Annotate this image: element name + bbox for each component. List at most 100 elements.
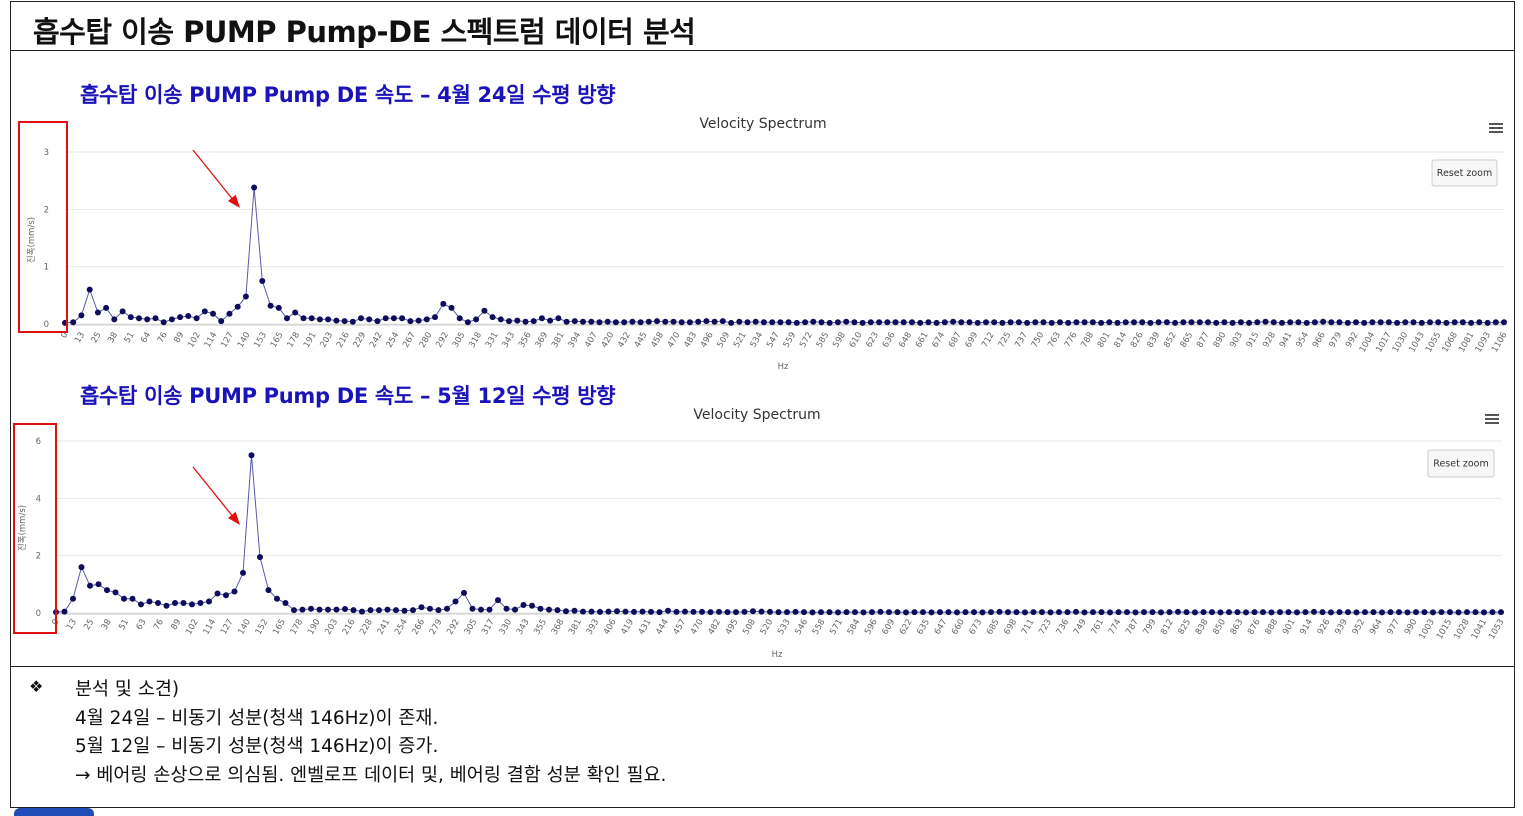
data-point (1370, 609, 1377, 616)
x-tick-label: 723 (1037, 618, 1054, 637)
data-point (1472, 609, 1479, 616)
reset-zoom-label: Reset zoom (1433, 459, 1488, 470)
data-point (1270, 319, 1277, 326)
data-point (1237, 319, 1244, 326)
data-point (801, 609, 807, 616)
data-point (506, 318, 512, 325)
data-point (665, 607, 671, 614)
data-point (1369, 319, 1376, 326)
data-point (427, 605, 433, 612)
data-point (70, 595, 76, 602)
data-point (1030, 609, 1037, 616)
x-tick-label: 369 (533, 331, 550, 350)
data-point (1361, 319, 1368, 326)
data-point (999, 319, 1006, 326)
x-tick-label: 165 (269, 331, 286, 350)
data-point (401, 607, 408, 614)
peak-arrow-line (192, 149, 235, 202)
data-point (733, 609, 739, 616)
data-point (580, 608, 586, 615)
x-tick-label: 1106 (1490, 331, 1509, 355)
data-point (869, 609, 875, 616)
data-point (1468, 319, 1475, 326)
data-point (367, 607, 374, 614)
y-tick-label: 2 (36, 552, 41, 562)
data-point (555, 315, 562, 322)
data-point (1344, 319, 1351, 326)
x-tick-label: 546 (793, 618, 810, 637)
y-tick-label: 4 (36, 494, 41, 504)
data-point (1047, 609, 1054, 616)
x-tick-label: 954 (1294, 331, 1311, 350)
page-title: 흡수탑 이송 PUMP Pump-DE 스펙트럼 데이터 분석 (33, 15, 696, 49)
data-point (605, 608, 612, 615)
data-point (469, 605, 476, 612)
x-tick-label: 394 (567, 331, 584, 350)
data-point (163, 602, 170, 609)
x-tick-label: 660 (950, 618, 967, 637)
data-point (1302, 609, 1309, 616)
data-point (226, 310, 233, 317)
x-tick-label: 381 (567, 618, 584, 637)
data-point (218, 318, 225, 325)
y-tick-label: 2 (44, 205, 49, 215)
data-point (1319, 609, 1326, 616)
data-point (1421, 609, 1428, 616)
data-point (1427, 319, 1433, 326)
data-point (1180, 319, 1187, 326)
data-point (670, 318, 677, 325)
data-point (1221, 319, 1228, 326)
data-point (777, 319, 784, 326)
x-tick-label: 521 (732, 331, 749, 350)
x-tick-label: 979 (1327, 331, 1344, 350)
x-tick-label: 203 (318, 331, 335, 350)
data-point (851, 319, 858, 326)
data-point (991, 319, 998, 326)
x-tick-label: 534 (749, 331, 766, 350)
x-tick-label: 114 (203, 331, 220, 350)
x-tick-label: 140 (236, 331, 253, 350)
data-point (793, 319, 800, 326)
data-point (197, 600, 204, 606)
data-point (407, 318, 414, 325)
data-point (1196, 319, 1203, 326)
data-point (1336, 319, 1343, 326)
data-point (809, 609, 816, 616)
data-point (1489, 609, 1496, 616)
data-point (393, 607, 399, 614)
data-point (707, 609, 714, 616)
x-tick-label: 13 (73, 331, 87, 345)
x-tick-label: 406 (602, 618, 619, 637)
data-point (1303, 319, 1310, 326)
x-tick-label: 609 (880, 618, 897, 637)
x-tick-label: 774 (1107, 618, 1124, 637)
x-tick-label: 622 (898, 618, 915, 637)
x-tick-label: 610 (848, 331, 865, 350)
data-point (489, 314, 496, 321)
data-point (1064, 609, 1071, 616)
reset-zoom-button[interactable]: Reset zoom (1431, 159, 1498, 187)
reset-zoom-button[interactable]: Reset zoom (1427, 449, 1495, 478)
data-point (1039, 609, 1045, 616)
menu-icon[interactable] (1489, 123, 1503, 133)
x-tick-label: 444 (654, 618, 671, 637)
data-point (410, 607, 416, 614)
menu-icon[interactable] (1485, 414, 1499, 424)
data-point (1175, 608, 1181, 615)
data-point (1328, 609, 1334, 616)
x-tick-label: 242 (368, 331, 385, 350)
data-point (185, 313, 192, 319)
data-point (292, 309, 299, 316)
y-axis-highlight-box (18, 121, 68, 333)
data-point (775, 609, 782, 616)
data-point (1451, 319, 1458, 326)
data-point (1098, 319, 1105, 326)
data-point (1501, 319, 1507, 326)
data-point (703, 318, 710, 325)
data-point (440, 300, 447, 307)
peak-arrow-line (192, 466, 235, 519)
y-tick-label: 1 (44, 263, 49, 273)
data-point (70, 319, 77, 326)
data-point (94, 309, 101, 316)
series-line (55, 455, 1501, 613)
